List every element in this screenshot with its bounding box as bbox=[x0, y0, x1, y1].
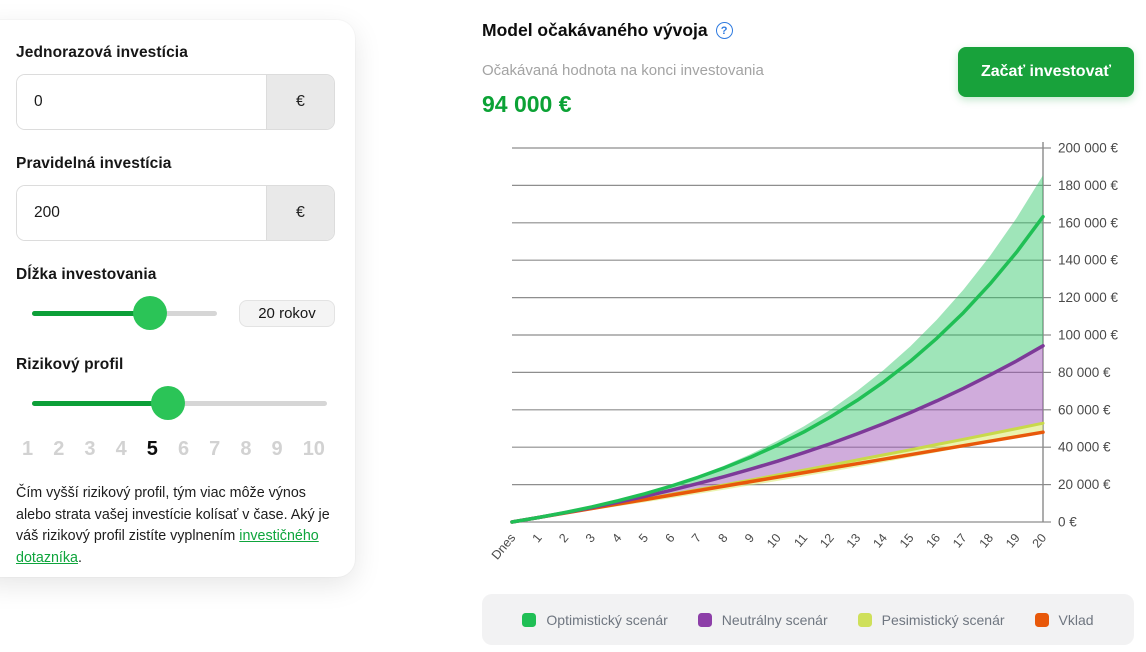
svg-text:1: 1 bbox=[530, 531, 545, 545]
svg-text:20: 20 bbox=[1030, 531, 1050, 551]
risk-note-period: . bbox=[78, 550, 82, 567]
svg-text:180 000 €: 180 000 € bbox=[1058, 178, 1119, 193]
risk-profile-label: Rizikový profil bbox=[16, 356, 124, 373]
svg-text:12: 12 bbox=[817, 531, 837, 551]
svg-text:9: 9 bbox=[742, 531, 757, 545]
risk-level-1: 1 bbox=[22, 438, 34, 460]
svg-text:2: 2 bbox=[556, 531, 571, 545]
start-investing-button[interactable]: Začať investovať bbox=[958, 47, 1134, 97]
svg-text:20 000 €: 20 000 € bbox=[1058, 477, 1111, 492]
info-icon[interactable]: ? bbox=[715, 22, 733, 39]
svg-text:60 000 €: 60 000 € bbox=[1058, 402, 1111, 417]
svg-text:14: 14 bbox=[870, 531, 890, 551]
risk-note-text: Čím vyšší rizikový profil, tým viac môže… bbox=[16, 485, 330, 545]
legend-swatch-icon bbox=[1034, 612, 1049, 627]
svg-text:18: 18 bbox=[977, 531, 997, 551]
regular-investment-label: Pravidelná investícia bbox=[16, 155, 172, 172]
svg-text:80 000 €: 80 000 € bbox=[1058, 365, 1111, 380]
single-investment-label: Jednorazová investícia bbox=[16, 44, 188, 61]
single-investment-input-group: € bbox=[16, 74, 335, 130]
duration-slider-fill bbox=[32, 311, 151, 316]
svg-text:Dnes: Dnes bbox=[489, 531, 518, 562]
svg-text:5: 5 bbox=[636, 531, 651, 545]
svg-text:17: 17 bbox=[950, 531, 970, 551]
page-title-text: Model očakávaného vývoja bbox=[482, 20, 708, 40]
legend-swatch-icon bbox=[697, 612, 712, 627]
currency-suffix: € bbox=[266, 75, 334, 129]
svg-text:16: 16 bbox=[923, 531, 943, 551]
risk-level-scale: 1 2 3 4 5 6 7 8 9 10 bbox=[16, 438, 335, 461]
projection-chart: 0 € 20 000 € 40 000 € 60 000 € 80 000 € 100 0… bbox=[489, 141, 1119, 563]
svg-text:10: 10 bbox=[764, 531, 784, 551]
risk-level-9: 9 bbox=[271, 438, 283, 460]
chart-legend: Optimistický scenár Neutrálny scenár Pes… bbox=[482, 594, 1134, 645]
risk-slider-row bbox=[16, 386, 335, 420]
svg-text:0 €: 0 € bbox=[1058, 515, 1077, 530]
risk-note: Čím vyšší rizikový profil, tým viac môže… bbox=[16, 483, 335, 570]
risk-level-2: 2 bbox=[53, 438, 65, 460]
questionnaire-link[interactable]: investičného dotazníka bbox=[16, 528, 319, 567]
svg-text:120 000 €: 120 000 € bbox=[1058, 290, 1119, 305]
duration-value-badge: 20 rokov bbox=[239, 299, 335, 327]
legend-label: Optimistický scenár bbox=[546, 611, 668, 628]
svg-text:100 000 €: 100 000 € bbox=[1058, 328, 1119, 343]
regular-investment-input-group: € bbox=[16, 185, 335, 241]
page-title: Model očakávaného vývoja? bbox=[482, 20, 764, 41]
risk-level-3: 3 bbox=[84, 438, 96, 460]
risk-slider-rail[interactable] bbox=[32, 386, 327, 420]
duration-label: Dĺžka investovania bbox=[16, 266, 157, 283]
svg-text:7: 7 bbox=[689, 531, 704, 545]
risk-slider[interactable] bbox=[16, 386, 335, 420]
legend-label: Neutrálny scenár bbox=[721, 611, 828, 628]
duration-slider-rail[interactable] bbox=[32, 296, 217, 330]
svg-text:140 000 €: 140 000 € bbox=[1058, 253, 1119, 268]
duration-slider-thumb[interactable] bbox=[133, 296, 168, 330]
currency-suffix: € bbox=[266, 186, 334, 240]
risk-level-10: 10 bbox=[302, 438, 325, 460]
svg-text:8: 8 bbox=[716, 531, 731, 545]
risk-level-4: 4 bbox=[115, 438, 127, 460]
investment-settings-panel: Jednorazová investícia € Pravidelná inve… bbox=[0, 20, 355, 577]
legend-item: Pesimistický scenár bbox=[857, 611, 1005, 628]
risk-slider-thumb[interactable] bbox=[150, 386, 185, 420]
single-investment-input[interactable] bbox=[17, 75, 266, 129]
svg-text:200 000 €: 200 000 € bbox=[1058, 141, 1119, 156]
svg-text:19: 19 bbox=[1003, 531, 1023, 551]
legend-swatch-icon bbox=[857, 612, 872, 627]
svg-text:11: 11 bbox=[791, 531, 810, 550]
svg-text:13: 13 bbox=[844, 531, 864, 551]
risk-level-6: 6 bbox=[177, 438, 190, 460]
risk-level-5: 5 bbox=[146, 438, 158, 460]
risk-level-7: 7 bbox=[209, 438, 221, 460]
duration-slider[interactable] bbox=[16, 296, 225, 330]
legend-item: Neutrálny scenár bbox=[697, 611, 828, 628]
svg-text:160 000 €: 160 000 € bbox=[1058, 215, 1119, 230]
svg-text:6: 6 bbox=[662, 531, 677, 545]
legend-item: Optimistický scenár bbox=[522, 611, 668, 628]
expected-value-caption: Očakávaná hodnota na konci investovania bbox=[482, 62, 764, 79]
legend-label: Vklad bbox=[1058, 611, 1094, 628]
regular-investment-input[interactable] bbox=[17, 186, 266, 240]
legend-item: Vklad bbox=[1034, 611, 1094, 628]
risk-level-8: 8 bbox=[240, 438, 252, 460]
duration-slider-row: 20 rokov bbox=[16, 296, 335, 330]
svg-text:3: 3 bbox=[583, 531, 598, 545]
chart-header: Model očakávaného vývoja? Očakávaná hodn… bbox=[482, 20, 764, 118]
svg-text:15: 15 bbox=[897, 531, 917, 551]
risk-slider-fill bbox=[32, 401, 168, 406]
svg-text:4: 4 bbox=[609, 531, 624, 545]
legend-label: Pesimistický scenár bbox=[881, 611, 1005, 628]
legend-swatch-icon bbox=[522, 612, 537, 627]
svg-text:40 000 €: 40 000 € bbox=[1058, 440, 1111, 455]
expected-value: 94 000 € bbox=[482, 91, 572, 117]
